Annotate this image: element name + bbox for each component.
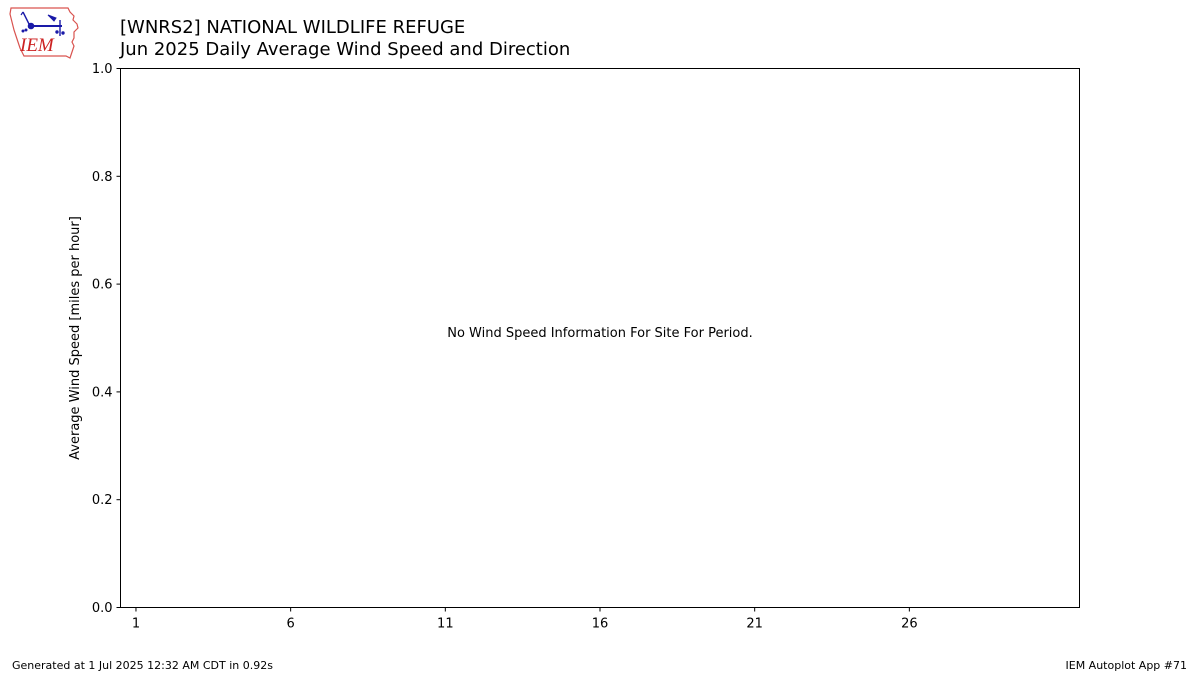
no-data-annotation: No Wind Speed Information For Site For P… bbox=[447, 326, 753, 341]
iem-logo-icon: IEM bbox=[9, 7, 79, 59]
plot-area bbox=[120, 68, 1080, 608]
chart-title-block: [WNRS2] NATIONAL WILDLIFE REFUGE Jun 202… bbox=[120, 17, 570, 61]
chart-title: [WNRS2] NATIONAL WILDLIFE REFUGE bbox=[120, 17, 466, 38]
weather-station-icon bbox=[20, 11, 65, 36]
y-tick-label: 0.6 bbox=[92, 278, 113, 293]
y-tick-label: 0.8 bbox=[92, 170, 113, 185]
x-axis: 1 6 11 16 21 26 bbox=[132, 607, 918, 632]
y-tick-label: 0.2 bbox=[92, 493, 113, 508]
x-tick-label: 6 bbox=[287, 617, 295, 632]
x-tick-label: 1 bbox=[132, 617, 140, 632]
x-tick-label: 11 bbox=[437, 617, 454, 632]
chart-subtitle: Jun 2025 Daily Average Wind Speed and Di… bbox=[120, 39, 571, 60]
autoplot-app-label: IEM Autoplot App #71 bbox=[1065, 659, 1188, 672]
generated-timestamp: Generated at 1 Jul 2025 12:32 AM CDT in … bbox=[12, 659, 273, 672]
x-tick-label: 21 bbox=[746, 617, 763, 632]
x-tick-label: 26 bbox=[901, 617, 918, 632]
y-tick-label: 0.0 bbox=[92, 601, 113, 616]
y-axis-label: Average Wind Speed [miles per hour] bbox=[68, 216, 83, 460]
logo-text: IEM bbox=[19, 35, 55, 56]
y-tick-label: 1.0 bbox=[92, 62, 113, 77]
x-tick-label: 16 bbox=[592, 617, 609, 632]
y-tick-label: 0.4 bbox=[92, 385, 113, 400]
y-axis: 0.0 0.2 0.4 0.6 0.8 1.0 bbox=[92, 62, 121, 616]
